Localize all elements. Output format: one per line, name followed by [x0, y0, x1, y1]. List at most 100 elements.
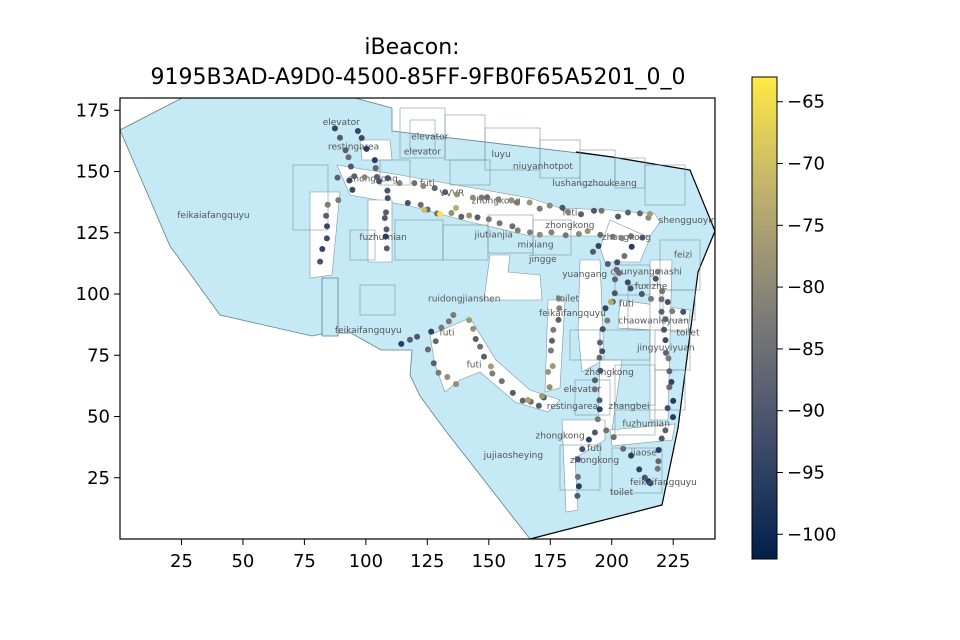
signal-point: [614, 259, 621, 266]
signal-point: [550, 326, 557, 333]
room-outline: [559, 444, 601, 491]
signal-point: [647, 480, 654, 487]
room-label: VVVR: [440, 189, 465, 199]
signal-point: [345, 154, 352, 161]
x-tick: 225: [656, 539, 690, 572]
signal-point: [661, 326, 667, 333]
signal-point: [602, 305, 609, 312]
signal-point: [487, 363, 494, 370]
signal-point: [342, 147, 349, 154]
room-outline: [627, 284, 664, 331]
room-label: feikaifangquyu: [539, 309, 606, 319]
signal-point: [599, 348, 606, 355]
signal-point: [509, 389, 516, 396]
signal-point: [666, 384, 673, 391]
signal-point: [324, 223, 330, 230]
x-tick-label: 25: [170, 551, 193, 572]
chart-title-line2: 9195B3AD-A9D0-4500-85FF-9FB0F65A5201_0_0: [150, 65, 685, 90]
room-outline: [292, 164, 329, 231]
signal-point: [597, 231, 604, 238]
x-tick: 50: [231, 539, 254, 572]
y-tick-label: 75: [87, 345, 110, 366]
colorbar-tick-label: −80: [787, 277, 825, 298]
signal-point: [591, 386, 598, 393]
signal-point: [514, 227, 521, 234]
signal-point: [555, 295, 562, 302]
y-tick: 50: [87, 407, 120, 428]
x-tick-label: 225: [656, 551, 690, 572]
room-label: luyu: [491, 150, 510, 160]
corridor: [309, 191, 341, 279]
floor-area: [321, 277, 339, 337]
signal-point: [398, 340, 405, 347]
signal-point: [383, 245, 390, 252]
signal-point: [654, 268, 661, 275]
signal-point: [662, 427, 669, 434]
signal-point: [609, 233, 616, 240]
signal-point: [628, 243, 635, 250]
room-label: toilet: [676, 329, 700, 339]
signal-point: [664, 299, 671, 305]
signal-point: [384, 175, 391, 182]
colorbar-tick-label: −65: [787, 92, 825, 113]
signal-point: [514, 199, 520, 206]
signal-point: [658, 308, 665, 315]
signal-point: [323, 235, 330, 242]
signal-point: [349, 186, 356, 193]
signal-point: [548, 229, 555, 236]
signal-point: [411, 180, 418, 187]
room-label: zhongkong: [349, 174, 398, 184]
signal-point: [539, 393, 545, 399]
signal-point: [450, 312, 457, 318]
room-label: fuzhumian: [359, 233, 407, 243]
signal-point: [547, 347, 554, 354]
signal-point: [430, 360, 437, 367]
signal-point: [628, 452, 635, 459]
room-label: fuzhumian: [622, 419, 670, 429]
signal-point: [421, 207, 427, 213]
signal-point: [445, 318, 452, 325]
y-tick-label: 175: [76, 100, 110, 121]
signal-point: [579, 446, 586, 453]
signal-point: [596, 354, 603, 361]
signal-point: [383, 209, 389, 216]
y-tick-label: 25: [87, 468, 110, 489]
signal-point: [669, 308, 676, 315]
signal-point: [428, 328, 435, 335]
colorbar-tick-label: −90: [787, 401, 825, 422]
signal-point: [383, 226, 390, 233]
room-label: elevator: [404, 147, 441, 157]
signal-point: [603, 427, 610, 434]
corridor: [561, 419, 606, 513]
signal-point: [597, 367, 604, 374]
signal-point: [670, 397, 677, 404]
signal-point: [396, 180, 403, 187]
signal-point: [382, 233, 389, 240]
signal-point: [555, 316, 562, 323]
room-label: futi: [619, 299, 634, 309]
signal-point: [363, 145, 370, 152]
signal-point: [448, 210, 455, 216]
colorbar: −65 −70 −75 −80 −85 −90 −95 −100: [751, 76, 836, 560]
y-tick: 125: [76, 223, 120, 244]
signal-point: [354, 128, 361, 134]
signal-point: [628, 233, 635, 240]
signal-point: [509, 223, 516, 230]
signal-point: [485, 216, 492, 223]
signal-point: [437, 211, 443, 217]
x-tick: 100: [349, 539, 383, 572]
signal-point: [358, 135, 365, 141]
colorbar-ticks: −65 −70 −75 −80 −85 −90 −95 −100: [777, 92, 836, 545]
signal-point: [665, 355, 672, 362]
signal-point: [591, 207, 597, 214]
signal-point: [317, 258, 324, 265]
room-label: futi: [420, 179, 435, 189]
signal-point: [624, 279, 631, 286]
room-label: futi: [440, 329, 455, 339]
signal-point: [432, 338, 439, 345]
signal-point: [381, 215, 388, 221]
signal-point: [655, 447, 662, 453]
signal-point: [670, 414, 676, 421]
room-label: feikaiafangquyu: [177, 211, 249, 221]
signal-point: [435, 369, 442, 376]
